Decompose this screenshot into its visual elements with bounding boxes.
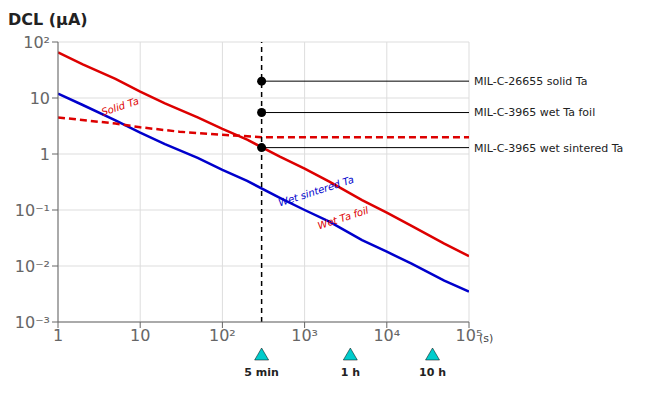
svg-text:5 min: 5 min	[244, 366, 279, 379]
svg-text:Wet Ta foil: Wet Ta foil	[316, 205, 370, 232]
svg-text:MIL-C-3965 wet sintered Ta: MIL-C-3965 wet sintered Ta	[474, 142, 623, 155]
html-text:DCL (μA): DCL (μA)	[8, 10, 88, 29]
svg-text:10²: 10²	[23, 33, 50, 52]
svg-text:10⁻²: 10⁻²	[15, 257, 50, 276]
svg-text:10⁴: 10⁴	[373, 326, 400, 345]
svg-text:MIL-C-3965 wet Ta foil: MIL-C-3965 wet Ta foil	[474, 106, 595, 119]
svg-text:10: 10	[30, 89, 50, 108]
svg-text:1: 1	[53, 326, 63, 345]
svg-text:(s): (s)	[479, 332, 494, 345]
svg-text:10: 10	[130, 326, 150, 345]
svg-text:MIL-C-26655 solid Ta: MIL-C-26655 solid Ta	[474, 75, 587, 88]
svg-text:10 h: 10 h	[419, 366, 446, 379]
svg-text:1 h: 1 h	[341, 366, 360, 379]
svg-text:1: 1	[40, 145, 50, 164]
svg-text:Solid Ta: Solid Ta	[100, 95, 140, 117]
svg-text:Wet sintered Ta: Wet sintered Ta	[277, 174, 355, 209]
svg-text:10²: 10²	[209, 326, 236, 345]
svg-text:10⁵: 10⁵	[456, 326, 483, 345]
svg-text:10⁻¹: 10⁻¹	[15, 201, 50, 220]
svg-text:10⁻³: 10⁻³	[15, 313, 50, 332]
svg-text:10³: 10³	[291, 326, 318, 345]
